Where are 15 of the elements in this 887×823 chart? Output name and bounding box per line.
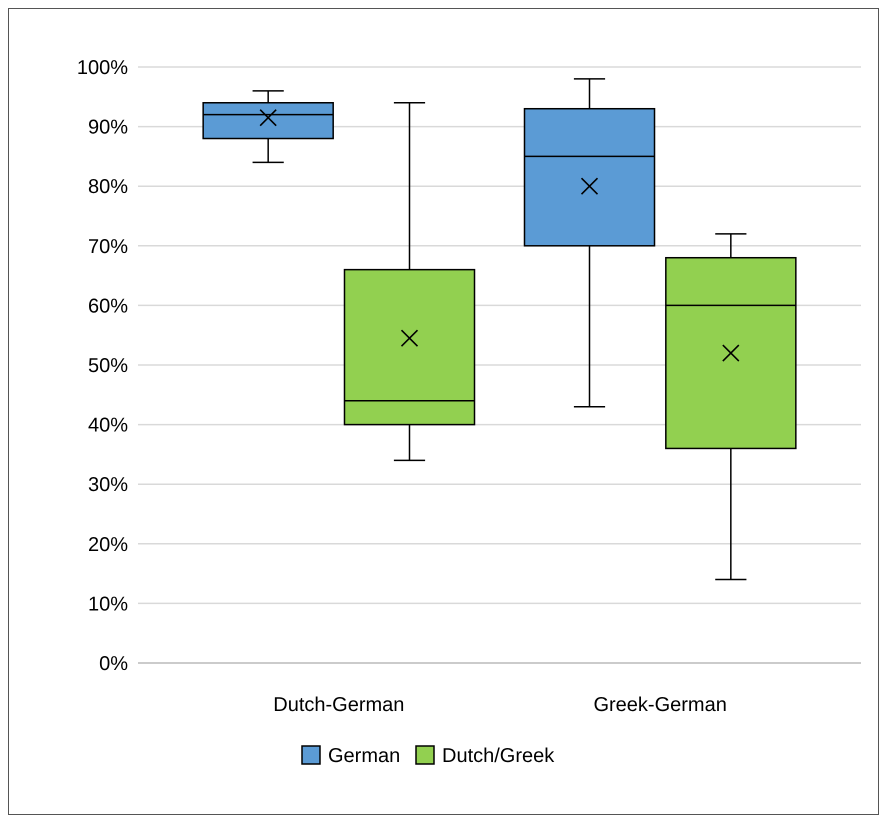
x-tick-label: Dutch-German [273, 694, 404, 716]
y-tick-label: 100% [76, 57, 128, 79]
y-tick-label: 70% [88, 236, 128, 258]
y-tick-label: 30% [88, 474, 128, 496]
y-tick-label: 60% [88, 295, 128, 318]
legend-label: German [328, 745, 400, 767]
y-tick-label: 50% [88, 355, 128, 377]
y-tick-label: 40% [88, 414, 128, 437]
y-tick-label: 10% [88, 593, 128, 616]
x-tick-label: Greek-German [593, 694, 727, 716]
y-tick-label: 20% [88, 534, 128, 556]
y-tick-label: 0% [99, 653, 128, 675]
y-tick-label: 90% [88, 116, 128, 139]
y-tick-label: 80% [88, 176, 128, 198]
legend-label: Dutch/Greek [442, 745, 556, 767]
